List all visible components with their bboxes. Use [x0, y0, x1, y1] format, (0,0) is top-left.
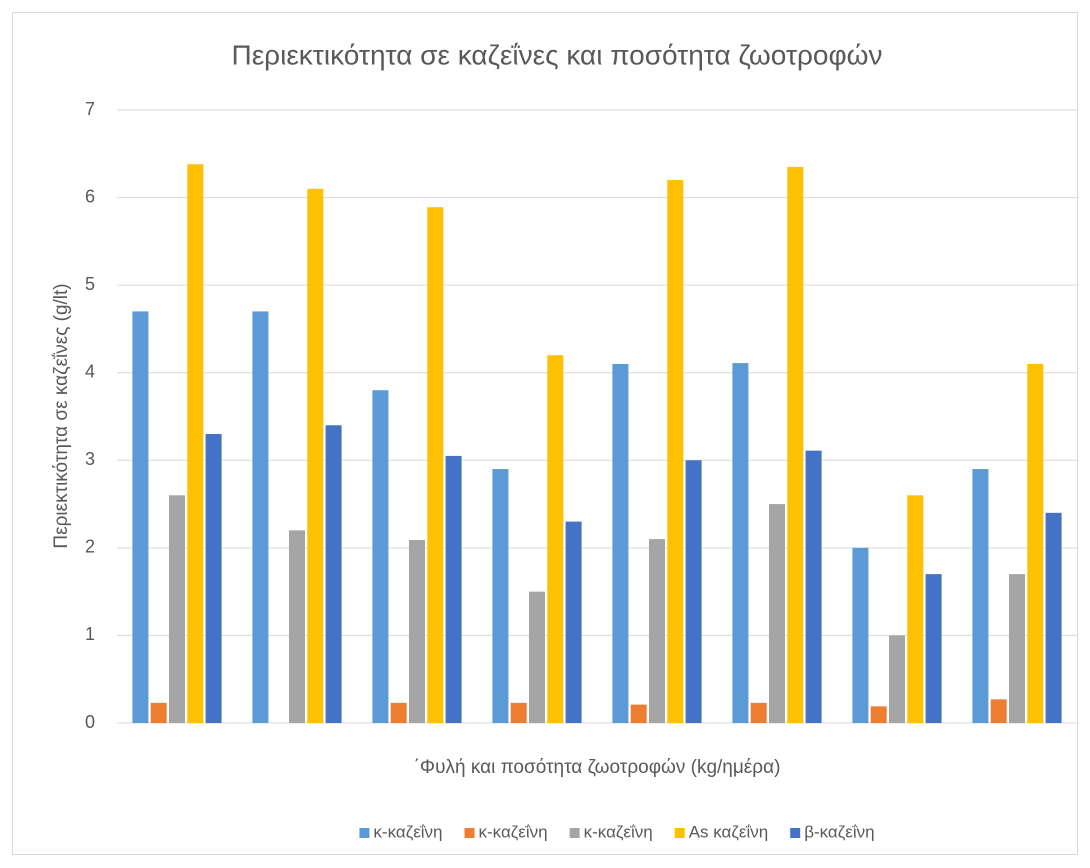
bar: [870, 706, 887, 723]
bar: [889, 635, 905, 723]
bar: [907, 495, 924, 723]
y-tick-label: 7: [85, 99, 95, 119]
y-tick-label: 2: [85, 537, 95, 557]
bar: [732, 363, 749, 723]
y-tick-label: 1: [85, 624, 95, 644]
bar: [547, 355, 564, 723]
bar: [972, 469, 989, 723]
bar: [132, 311, 149, 723]
bar: [150, 702, 167, 723]
bar: [787, 166, 804, 723]
legend-label: β-καζεΐνη: [804, 822, 874, 841]
y-axis-title: Περιεκτικότητα σε καζεΐνες (g/lt): [51, 283, 72, 548]
legend-label: κ-καζεΐνη: [584, 822, 653, 841]
bar: [187, 164, 204, 723]
bar: [289, 530, 305, 723]
bar: [805, 450, 822, 723]
bar: [510, 702, 527, 723]
bar: [252, 311, 269, 723]
bar: [445, 455, 462, 723]
bar: [1009, 574, 1025, 723]
bar: [1027, 363, 1044, 723]
bar: [372, 390, 389, 723]
bar: [529, 591, 545, 723]
y-tick-label: 4: [85, 361, 95, 381]
chart-frame: [12, 12, 1078, 855]
bar: [649, 539, 665, 723]
bar: [990, 699, 1007, 723]
bar: [565, 521, 582, 723]
bar: [1045, 512, 1062, 723]
y-tick-label: 5: [85, 274, 95, 294]
bar: [667, 180, 684, 724]
bar: [409, 539, 425, 723]
y-tick-label: 0: [85, 712, 95, 732]
bar: [769, 504, 785, 723]
bar: [325, 425, 342, 723]
y-tick-label: 3: [85, 449, 95, 469]
bar: [169, 495, 185, 723]
legend-label: κ-καζεΐνη: [373, 822, 442, 841]
legend-swatch: [359, 828, 370, 838]
bar: [205, 434, 222, 723]
x-axis-title: ΄Φυλή και ποσότητα ζωοτροφών (kg/ημέρα): [414, 757, 781, 778]
legend-swatch: [674, 828, 685, 838]
legend-swatch: [569, 828, 580, 838]
bar: [307, 188, 324, 724]
chart-title: Περιεκτικότητα σε καζεΐνες και ποσότητα …: [231, 39, 882, 70]
legend-label: Αs καζεΐνη: [689, 822, 769, 841]
bar: [630, 704, 647, 723]
bar: [612, 363, 629, 723]
bar: [427, 207, 444, 723]
legend-swatch: [790, 828, 801, 838]
bar: [685, 460, 702, 723]
y-tick-label: 6: [85, 186, 95, 206]
bar: [925, 574, 942, 723]
bar: [750, 702, 767, 723]
bar: [852, 547, 869, 723]
bar: [390, 702, 407, 723]
legend-swatch: [464, 828, 475, 838]
bar: [492, 469, 509, 723]
legend-label: κ-καζεΐνη: [479, 822, 548, 841]
